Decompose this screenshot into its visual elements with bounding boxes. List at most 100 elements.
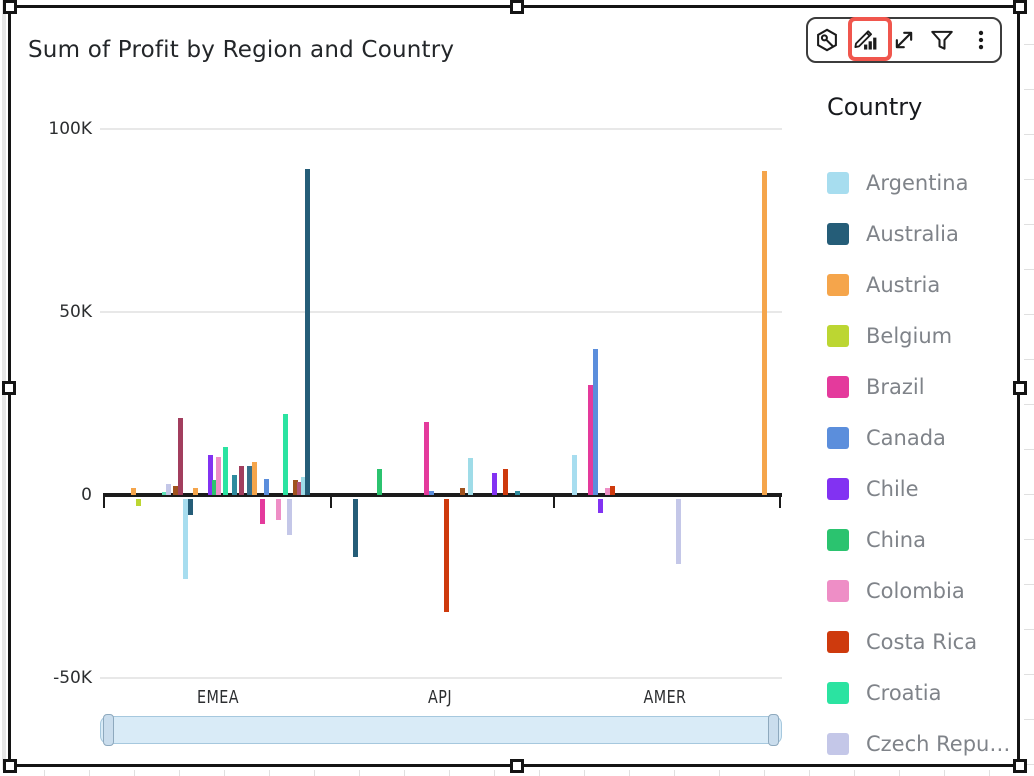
bar-emea-orange[interactable] [252, 462, 257, 495]
bar-apj-redorange[interactable] [444, 498, 449, 612]
legend-label: Croatia [866, 680, 942, 705]
resize-handle-bottom-center[interactable] [510, 759, 524, 773]
bar-emea-springgreen[interactable] [223, 447, 228, 495]
legend-label: Czech Repu… [866, 731, 1011, 756]
legend-label: Belgium [866, 323, 953, 348]
legend-label: Chile [866, 476, 919, 501]
y-gridline [100, 311, 782, 313]
bar-emea-mauve[interactable] [297, 482, 302, 495]
edit-visual-icon[interactable] [848, 20, 884, 60]
bar-apj-lightcyan[interactable] [468, 458, 473, 495]
bar-amer-lightblue[interactable] [572, 454, 577, 495]
resize-handle-middle-left[interactable] [2, 381, 16, 395]
bar-emea-springgreen[interactable] [283, 414, 288, 495]
legend-label: Argentina [866, 170, 969, 195]
bar-apj-redorange[interactable] [503, 469, 508, 495]
canvas-grid-bottom [0, 770, 1034, 776]
kebab-menu-icon[interactable] [963, 20, 999, 60]
bar-emea-darkteal[interactable] [305, 169, 310, 495]
bar-emea-pink[interactable] [216, 456, 221, 495]
legend-item-canada[interactable]: Canada [827, 412, 1017, 463]
legend-label: Brazil [866, 374, 925, 399]
bar-apj-teal[interactable] [515, 490, 520, 495]
filter-icon[interactable] [924, 20, 960, 60]
y-gridline [100, 128, 782, 130]
canvas-grid-right [1024, 0, 1034, 776]
bar-amer-redorange[interactable] [610, 485, 615, 495]
bar-amer-orange[interactable] [762, 171, 767, 495]
bar-emea-teal[interactable] [232, 474, 237, 495]
legend-item-belgium[interactable]: Belgium [827, 310, 1017, 361]
legend-item-colombia[interactable]: Colombia [827, 565, 1017, 616]
legend-item-austria[interactable]: Austria [827, 259, 1017, 310]
bar-emea-pink[interactable] [276, 498, 281, 521]
resize-handle-top-left[interactable] [3, 0, 17, 14]
y-axis-tick-label: 100K [48, 119, 92, 139]
bar-emea-blue[interactable] [264, 478, 269, 495]
legend-item-brazil[interactable]: Brazil [827, 361, 1017, 412]
legend-item-china[interactable]: China [827, 514, 1017, 565]
maximize-icon[interactable] [886, 20, 922, 60]
on-visual-menu-icon[interactable] [809, 20, 845, 60]
bar-apj-green[interactable] [377, 469, 382, 495]
legend-swatch [827, 732, 849, 755]
legend-item-australia[interactable]: Australia [827, 208, 1017, 259]
bar-emea-lavender[interactable] [166, 484, 171, 495]
scrollbar-left-handle[interactable] [103, 714, 114, 746]
y-axis: 100K 50K 0 -50K [28, 118, 92, 718]
legend-item-czech-repu-[interactable]: Czech Repu… [827, 718, 1017, 769]
bar-amer-blue[interactable] [593, 348, 598, 495]
bar-apj-magenta[interactable] [424, 421, 429, 495]
bar-amer-violet[interactable] [598, 498, 603, 514]
resize-handle-top-right[interactable] [1013, 0, 1027, 14]
bar-emea-maroon[interactable] [239, 465, 244, 495]
scrollbar-right-handle[interactable] [768, 714, 779, 746]
legend-title: Country [827, 93, 923, 121]
bar-emea-brown[interactable] [293, 480, 298, 495]
bar-apj-violet[interactable] [492, 473, 497, 495]
bar-emea-darkteal[interactable] [188, 498, 193, 515]
bar-emea-green[interactable] [212, 480, 217, 495]
bar-emea-yellowgreen[interactable] [136, 498, 141, 506]
bar-emea-lightblue[interactable] [183, 498, 188, 580]
bar-emea-lavender[interactable] [287, 498, 292, 536]
legend-swatch [827, 528, 849, 551]
legend-item-croatia[interactable]: Croatia [827, 667, 1017, 718]
resize-handle-bottom-right[interactable] [1013, 759, 1027, 773]
legend-swatch [827, 579, 849, 602]
legend-label: Canada [866, 425, 946, 450]
legend-label: Costa Rica [866, 629, 978, 654]
resize-handle-top-center[interactable] [510, 0, 524, 14]
bar-amer-lavender[interactable] [676, 498, 681, 565]
bar-emea-magenta[interactable] [260, 498, 265, 525]
bar-apj-darkteal[interactable] [353, 498, 358, 558]
legend-swatch [827, 324, 849, 347]
resize-handle-middle-right[interactable] [1013, 381, 1027, 395]
x-axis-category-label: AMER [643, 688, 687, 708]
x-axis-tick [779, 495, 781, 508]
x-axis-category-label: APJ [428, 688, 452, 708]
bar-amer-magenta[interactable] [588, 385, 593, 495]
resize-handle-bottom-left[interactable] [3, 759, 17, 773]
bar-emea-maroon[interactable] [178, 418, 183, 495]
x-axis-baseline [103, 493, 782, 497]
y-axis-tick-label: 50K [59, 302, 92, 322]
x-axis-tick [330, 495, 332, 508]
legend-item-argentina[interactable]: Argentina [827, 157, 1017, 208]
x-axis-tick [103, 495, 105, 508]
bar-amer-pink[interactable] [605, 487, 610, 495]
bar-emea-orange[interactable] [131, 487, 136, 495]
legend-label: Australia [866, 221, 959, 246]
legend-item-costa-rica[interactable]: Costa Rica [827, 616, 1017, 667]
bar-apj-brown[interactable] [460, 487, 465, 495]
bar-emea-violet[interactable] [208, 454, 213, 495]
legend-item-chile[interactable]: Chile [827, 463, 1017, 514]
bar-apj-blue[interactable] [429, 490, 434, 495]
bar-emea-orange[interactable] [193, 487, 198, 495]
x-axis-category-label: EMEA [197, 688, 239, 708]
bar-emea-lightcyan[interactable] [301, 476, 306, 495]
bar-emea-brown[interactable] [173, 485, 178, 495]
bar-emea-slate[interactable] [247, 465, 252, 495]
x-axis-scrollbar[interactable] [100, 714, 782, 746]
bar-emea-mint[interactable] [162, 492, 167, 495]
